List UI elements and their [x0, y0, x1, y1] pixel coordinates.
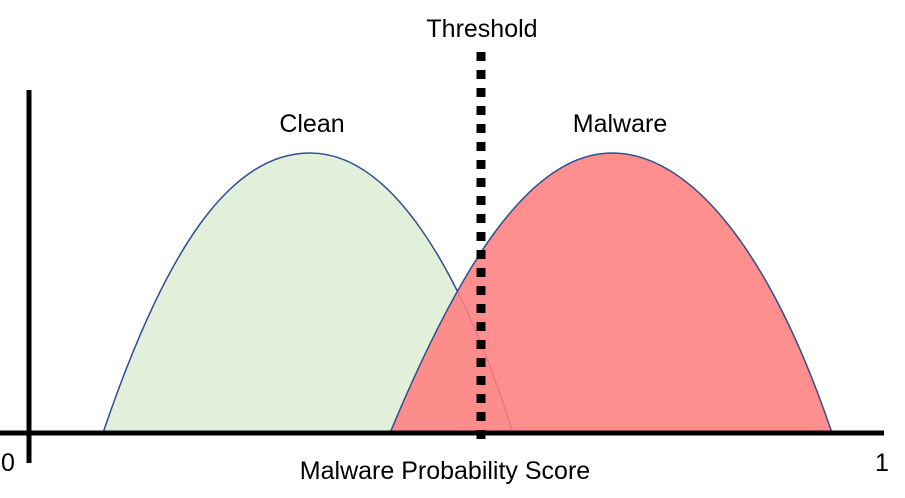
x-min-label: 0	[1, 449, 15, 477]
x-max-label: 1	[875, 449, 889, 477]
threshold-label: Threshold	[426, 15, 537, 43]
malware-distribution-curve	[388, 152, 834, 434]
x-axis-label: Malware Probability Score	[300, 457, 590, 485]
malware-label: Malware	[573, 110, 667, 138]
clean-label: Clean	[279, 110, 344, 138]
